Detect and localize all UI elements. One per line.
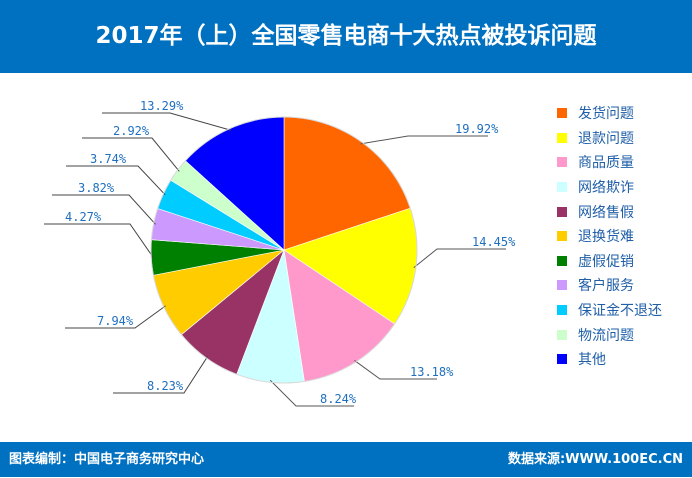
legend-swatch xyxy=(557,329,567,340)
leader-line xyxy=(269,379,354,407)
slice-percent-label: 8.23% xyxy=(147,379,184,393)
legend-swatch xyxy=(557,157,567,168)
legend-swatch xyxy=(557,305,567,316)
slice-percent-label: 13.29% xyxy=(140,99,184,113)
legend-item: 其他 xyxy=(557,347,662,372)
header-banner: 2017年（上）全国零售电商十大热点被投诉问题 xyxy=(0,0,692,73)
legend-label: 客户服务 xyxy=(578,278,634,295)
leader-line xyxy=(360,135,488,145)
legend-item: 保证金不退还 xyxy=(557,298,662,323)
legend-item: 退换货难 xyxy=(557,224,662,249)
chart-title: 2017年（上）全国零售电商十大热点被投诉问题 xyxy=(95,23,597,49)
footer-banner: 图表编制：中国电子商务研究中心 数据来源:WWW.100EC.CN xyxy=(0,442,692,477)
legend-swatch xyxy=(557,108,567,119)
legend-label: 退款问题 xyxy=(578,130,634,147)
legend-label: 商品质量 xyxy=(578,155,634,172)
legend-swatch xyxy=(557,231,567,242)
leader-line xyxy=(354,360,437,380)
legend-label: 网络欺诈 xyxy=(578,180,634,197)
slice-percent-label: 2.92% xyxy=(113,124,150,138)
pie-chart: 19.92% 14.45% 13.18% 8.24% 8.23% 7.94% 4.27% 3.… xyxy=(44,99,516,407)
legend-label: 其他 xyxy=(578,352,606,369)
legend-swatch xyxy=(557,206,567,217)
legend-label: 网络售假 xyxy=(578,204,634,221)
legend-swatch xyxy=(557,132,567,143)
slice-percent-label: 4.27% xyxy=(65,210,102,224)
leader-line xyxy=(44,223,154,258)
leader-line xyxy=(413,248,506,268)
leader-line xyxy=(66,165,166,196)
legend-item: 商品质量 xyxy=(557,150,662,175)
legend-item: 退款问题 xyxy=(557,126,662,151)
slice-percent-label: 13.18% xyxy=(410,365,454,379)
legend-item: 虚假促销 xyxy=(557,249,662,274)
legend-label: 保证金不退还 xyxy=(578,303,662,320)
legend-swatch xyxy=(557,255,567,266)
leader-line xyxy=(82,137,180,172)
slice-percent-label: 8.24% xyxy=(320,392,357,406)
leader-line xyxy=(52,194,156,225)
legend-swatch xyxy=(557,182,567,193)
slice-percent-label: 14.45% xyxy=(472,235,516,249)
legend-label: 发货问题 xyxy=(578,106,634,123)
legend-swatch xyxy=(557,280,567,291)
leader-line xyxy=(113,356,209,394)
slice-percent-label: 7.94% xyxy=(97,314,134,328)
footer-source: 数据来源:WWW.100EC.CN xyxy=(507,452,683,467)
legend-label: 退换货难 xyxy=(578,229,634,246)
legend-item: 发货问题 xyxy=(557,101,662,126)
chart-legend: 发货问题 退款问题 商品质量 网络欺诈 网络售假 退换货难 虚假促销 客户服务 … xyxy=(557,101,662,372)
slice-percent-label: 19.92% xyxy=(455,122,499,136)
slice-percent-label: 3.74% xyxy=(90,152,127,166)
legend-item: 网络欺诈 xyxy=(557,175,662,200)
pie-outline xyxy=(150,116,418,384)
legend-item: 客户服务 xyxy=(557,273,662,298)
legend-label: 虚假促销 xyxy=(578,253,634,270)
legend-item: 网络售假 xyxy=(557,199,662,224)
legend-item: 物流问题 xyxy=(557,322,662,347)
legend-label: 物流问题 xyxy=(578,327,634,344)
slice-percent-label: 3.82% xyxy=(78,181,115,195)
legend-swatch xyxy=(557,354,567,365)
leader-line xyxy=(102,112,232,131)
leader-line xyxy=(65,305,166,329)
footer-credit: 图表编制：中国电子商务研究中心 xyxy=(9,452,205,467)
